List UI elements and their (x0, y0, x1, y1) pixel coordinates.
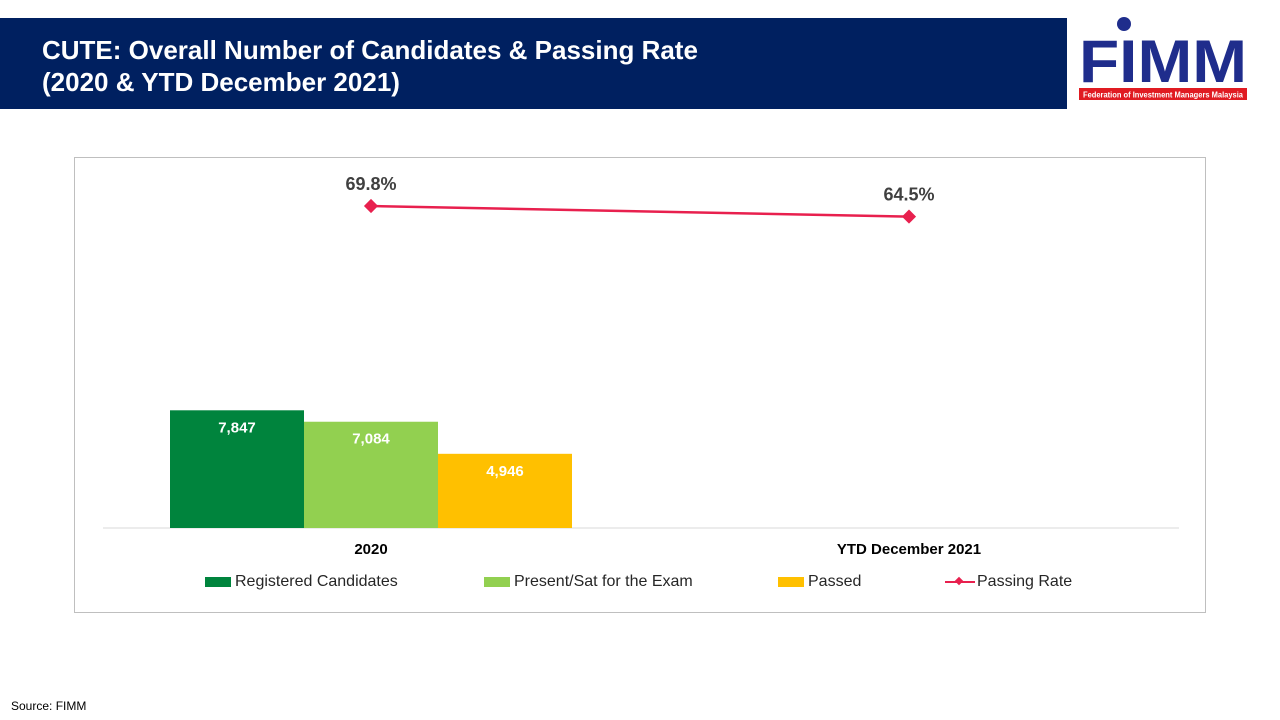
legend-item-passing-rate: Passing Rate (945, 573, 1072, 591)
page-title-line-1: CUTE: Overall Number of Candidates & Pas… (42, 35, 698, 65)
legend-swatch-present (484, 577, 510, 587)
legend-item-passed: Passed (778, 573, 861, 591)
passing-rate-label-1: 64.5% (883, 185, 934, 205)
page-title-line-2: (2020 & YTD December 2021) (42, 67, 400, 97)
passing-rate-label-0: 69.8% (345, 174, 396, 194)
legend-swatch-passing-rate (945, 577, 975, 587)
legend-swatch-registered (205, 577, 231, 587)
bar-1-0 (304, 421, 438, 528)
bar-label-0-0: 7,847 (218, 419, 256, 436)
bar-2-0 (438, 453, 572, 528)
logo-tagline-band (1079, 88, 1247, 100)
title-bar: CUTE: Overall Number of Candidates & Pas… (0, 18, 1067, 109)
logo-dot (1117, 17, 1131, 31)
logo-wordmark: FIMM (1079, 28, 1247, 95)
bar-label-1-0: 7,084 (352, 431, 390, 448)
legend-swatch-passed (778, 577, 804, 587)
logo-tagline: Federation of Investment Managers Malays… (1083, 91, 1244, 100)
source-note: Source: FIMM (11, 699, 87, 713)
legend-label-passing-rate: Passing Rate (977, 573, 1073, 590)
legend-label-present: Present/Sat for the Exam (514, 573, 693, 590)
legend-item-present: Present/Sat for the Exam (484, 573, 693, 591)
bar-label-2-0: 4,946 (486, 463, 524, 480)
passing-rate-point-1 (901, 209, 917, 224)
legend-label-passed: Passed (808, 573, 862, 590)
category-label-0: 2020 (354, 541, 387, 558)
chart-area: 7,847 7,084 4,946 2020 YTD December 2021 69.8… (74, 157, 1206, 613)
legend-label-registered: Registered Candidates (235, 573, 398, 590)
legend-item-registered: Registered Candidates (205, 573, 398, 591)
passing-rate-line (370, 204, 910, 218)
chart-svg: 7,847 7,084 4,946 2020 YTD December 2021 69.8… (103, 174, 1179, 558)
passing-rate-point-0 (363, 198, 379, 214)
fimm-logo: FIMM Federation of Investment Managers M… (1079, 17, 1247, 100)
category-label-1: YTD December 2021 (837, 541, 981, 558)
bar-0-0 (170, 410, 304, 528)
